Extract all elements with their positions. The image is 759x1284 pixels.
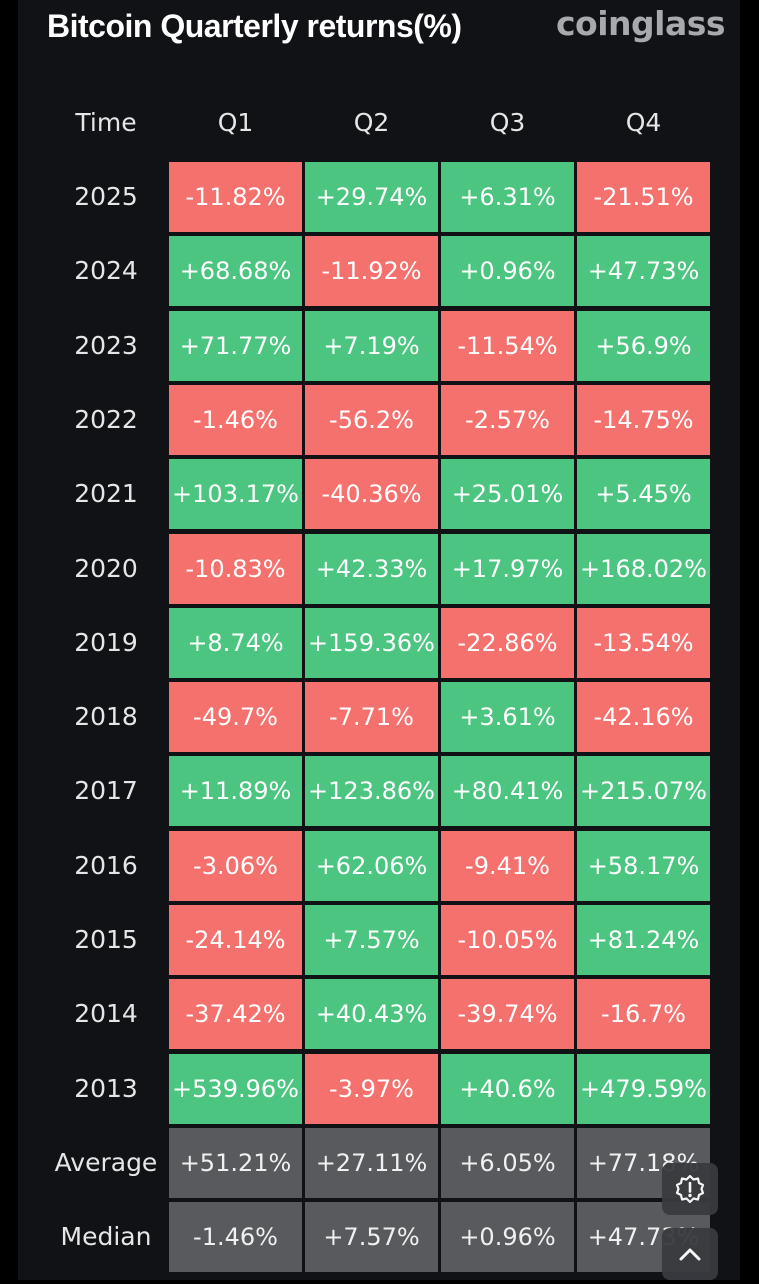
return-cell: -21.51%	[577, 162, 710, 232]
row-label: 2018	[74, 702, 138, 731]
return-cell: +58.17%	[577, 831, 710, 901]
return-cell: +11.89%	[169, 756, 302, 826]
row-label: 2016	[74, 851, 138, 880]
return-cell: +47.73%	[577, 236, 710, 306]
return-cell: +17.97%	[441, 534, 574, 604]
return-cell: +7.57%	[305, 905, 438, 975]
return-cell: +6.31%	[441, 162, 574, 232]
return-cell: -56.2%	[305, 385, 438, 455]
return-cell: -11.92%	[305, 236, 438, 306]
header-q1: Q1	[217, 108, 254, 137]
return-cell: +27.11%	[305, 1128, 438, 1198]
return-cell: -7.71%	[305, 682, 438, 752]
return-cell: -22.86%	[441, 608, 574, 678]
header-q4: Q4	[625, 108, 662, 137]
return-cell: +40.6%	[441, 1054, 574, 1124]
return-cell: +68.68%	[169, 236, 302, 306]
return-cell: -16.7%	[577, 979, 710, 1049]
row-label: 2021	[74, 479, 138, 508]
return-cell: -9.41%	[441, 831, 574, 901]
row-label: 2023	[74, 331, 138, 360]
return-cell: +0.96%	[441, 1202, 574, 1272]
return-cell: -40.36%	[305, 459, 438, 529]
return-cell: -14.75%	[577, 385, 710, 455]
row-label: 2025	[74, 182, 138, 211]
chevron-up-icon	[679, 1248, 701, 1261]
return-cell: -42.16%	[577, 682, 710, 752]
return-cell: +103.17%	[169, 459, 302, 529]
row-label: 2020	[74, 554, 138, 583]
return-cell: +123.86%	[305, 756, 438, 826]
return-cell: +51.21%	[169, 1128, 302, 1198]
row-label: Median	[60, 1222, 152, 1251]
return-cell: -39.74%	[441, 979, 574, 1049]
return-cell: +215.07%	[577, 756, 710, 826]
return-cell: +80.41%	[441, 756, 574, 826]
return-cell: +159.36%	[305, 608, 438, 678]
header-time: Time	[75, 108, 137, 137]
return-cell: +7.57%	[305, 1202, 438, 1272]
scroll-top-button[interactable]	[662, 1228, 718, 1280]
return-cell: -37.42%	[169, 979, 302, 1049]
return-cell: -11.54%	[441, 311, 574, 381]
feedback-button[interactable]	[662, 1163, 718, 1215]
page-title: Bitcoin Quarterly returns(%)	[47, 8, 462, 44]
return-cell: +6.05%	[441, 1128, 574, 1198]
row-label: 2015	[74, 925, 138, 954]
return-cell: +62.06%	[305, 831, 438, 901]
row-label: 2014	[74, 999, 138, 1028]
row-label: 2024	[74, 256, 138, 285]
return-cell: +3.61%	[441, 682, 574, 752]
return-cell: +168.02%	[577, 534, 710, 604]
return-cell: +71.77%	[169, 311, 302, 381]
return-cell: -3.06%	[169, 831, 302, 901]
return-cell: -1.46%	[169, 1202, 302, 1272]
return-cell: +40.43%	[305, 979, 438, 1049]
header-q3: Q3	[489, 108, 526, 137]
return-cell: +7.19%	[305, 311, 438, 381]
return-cell: +29.74%	[305, 162, 438, 232]
return-cell: +479.59%	[577, 1054, 710, 1124]
return-cell: -10.83%	[169, 534, 302, 604]
return-cell: +25.01%	[441, 459, 574, 529]
return-cell: +81.24%	[577, 905, 710, 975]
row-label: 2022	[74, 405, 138, 434]
brand-logo: coinglass	[556, 4, 726, 43]
return-cell: -3.97%	[305, 1054, 438, 1124]
row-label: 2017	[74, 776, 138, 805]
return-cell: +56.9%	[577, 311, 710, 381]
return-cell: +8.74%	[169, 608, 302, 678]
row-label: 2013	[74, 1074, 138, 1103]
return-cell: -13.54%	[577, 608, 710, 678]
row-label: Average	[54, 1148, 158, 1177]
alert-badge-icon	[675, 1174, 705, 1204]
return-cell: +539.96%	[169, 1054, 302, 1124]
return-cell: -11.82%	[169, 162, 302, 232]
header-q2: Q2	[353, 108, 390, 137]
return-cell: -10.05%	[441, 905, 574, 975]
return-cell: +0.96%	[441, 236, 574, 306]
return-cell: -2.57%	[441, 385, 574, 455]
return-cell: +5.45%	[577, 459, 710, 529]
return-cell: -1.46%	[169, 385, 302, 455]
return-cell: -49.7%	[169, 682, 302, 752]
return-cell: +42.33%	[305, 534, 438, 604]
return-cell: -24.14%	[169, 905, 302, 975]
row-label: 2019	[74, 628, 138, 657]
